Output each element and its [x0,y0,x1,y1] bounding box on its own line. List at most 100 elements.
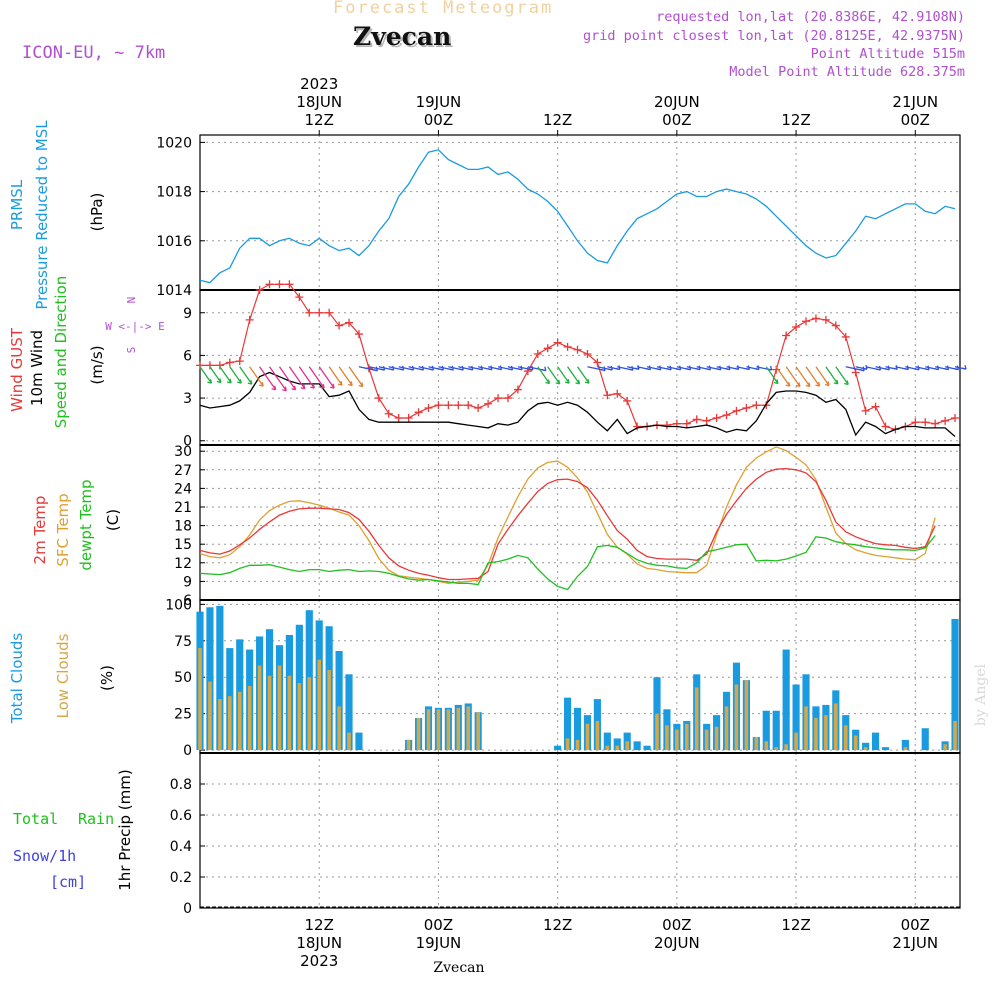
panel-frame [199,752,961,909]
model-label: ICON-EU, ~ 7km [22,43,166,63]
wind-direction-arrow [219,366,232,384]
y-tick-label: 0 [183,901,192,917]
wind-direction-arrowhead [247,379,253,385]
gust-marker [613,389,622,398]
gust-marker [424,404,433,413]
wind-direction-arrowhead [207,379,213,384]
y-tick-label: 1018 [156,185,192,201]
time-label-bottom: 2023 [300,952,338,970]
gust-marker [285,280,294,289]
precip-total-label: Total [13,810,58,828]
total-cloud-bar [762,710,770,751]
wind-direction-arrow [269,366,287,392]
gust-marker [484,399,493,408]
time-label-bottom: 18JUN [296,934,342,952]
total-clouds-label: Total Clouds [8,633,26,725]
wind-direction-arrowhead [805,382,811,388]
low-cloud-bar [297,683,302,751]
wind-direction-arrow [765,366,779,384]
gust-marker [931,419,940,428]
y-tick-label: 24 [174,481,192,497]
wind-direction-arrow [338,366,353,386]
gust-marker [394,413,403,422]
pressure-line [199,149,956,284]
y-tick-label: 0.2 [170,870,192,886]
gust-marker [633,422,642,431]
gust-marker [841,332,850,341]
gust-marker [563,342,572,351]
wind-speed-direction-label: Speed and Direction [52,276,70,429]
grid-point-coords: grid point closest lon,lat (20.8125E, 42… [582,28,965,44]
y-tick-label: 6 [183,593,192,609]
total-cloud-bar [643,745,651,751]
wind-direction-arrow [785,366,801,387]
low-cloud-bar [814,718,818,751]
low-cloud-bar [625,741,629,751]
low-cloud-bar [416,718,421,751]
low-cloud-bar [228,696,232,751]
y-tick-label: 0 [183,434,192,450]
wind-direction-arrow [249,366,264,387]
wind-direction-arrow [239,366,253,385]
wind-direction-arrowhead [844,380,849,386]
low-cloud-bar [426,709,431,751]
wind-direction-arrow [547,366,561,385]
y-tick-label: 21 [174,500,192,516]
total-cloud-bar [871,732,880,751]
y-tick-label: 3 [183,391,192,407]
low-cloud-bar [337,706,341,751]
gust-marker [454,401,463,410]
gust-marker [682,419,691,428]
low-cloud-bar [565,738,570,751]
wind-direction-arrowhead [237,379,242,384]
y-tick-label: 1014 [156,283,192,299]
low-cloud-bar [436,709,441,751]
low-cloud-bar [198,648,202,751]
wind-direction-arrowhead [282,386,287,392]
low-cloud-bar [456,707,461,751]
pressure-unit-label: (hPa) [88,193,106,232]
pressure-label-prmsl: PRMSL [8,179,26,230]
gust-marker [742,404,751,413]
precip-rain-label: Rain [78,810,114,828]
low-cloud-bar [764,741,769,751]
gust-marker [911,418,920,427]
gust-marker [851,368,860,377]
time-label-top: 20JUN [654,93,700,111]
wind-direction-arrow [795,366,811,387]
gust-marker [464,401,473,410]
y-tick-label: 1016 [156,234,192,250]
gust-marker [881,422,890,431]
gust-marker [265,280,274,289]
gust-marker [543,344,552,353]
gust-marker [702,416,711,425]
total-cloud-bar [921,728,929,751]
wind-unit-label: (m/s) [88,345,106,384]
total-cloud-bar [335,651,343,751]
gust-marker [404,413,413,422]
y-tick-label: 18 [174,519,192,535]
low-cloud-bar [853,735,858,751]
y-tick-label: 15 [174,537,192,553]
low-cloud-bar [694,687,699,751]
precip-snow-label: Snow/1h [13,847,76,865]
wind-direction-arrow [775,366,791,387]
precip-unit-cm: [cm] [50,873,86,891]
gust-marker [802,317,811,326]
total-cloud-bar [772,710,780,751]
total-cloud-bar [653,677,661,751]
low-cloud-bar [605,745,610,751]
y-tick-label: 75 [174,634,192,650]
compass-south: S [125,347,138,354]
precip-axis-label: 1hr Precip (mm) [116,769,134,890]
y-tick-label: 30 [174,444,192,460]
wind-direction-arrowhead [337,380,343,386]
wind-direction-arrowhead [310,383,315,389]
low-cloud-bar [843,725,848,751]
low-cloud-bar [794,732,798,751]
gust-marker [335,321,344,330]
y-tick-label: 6 [183,348,192,364]
total-cloud-bar [901,739,909,751]
wind-direction-arrowhead [329,383,335,389]
wind-10m-label: 10m Wind [28,330,46,406]
